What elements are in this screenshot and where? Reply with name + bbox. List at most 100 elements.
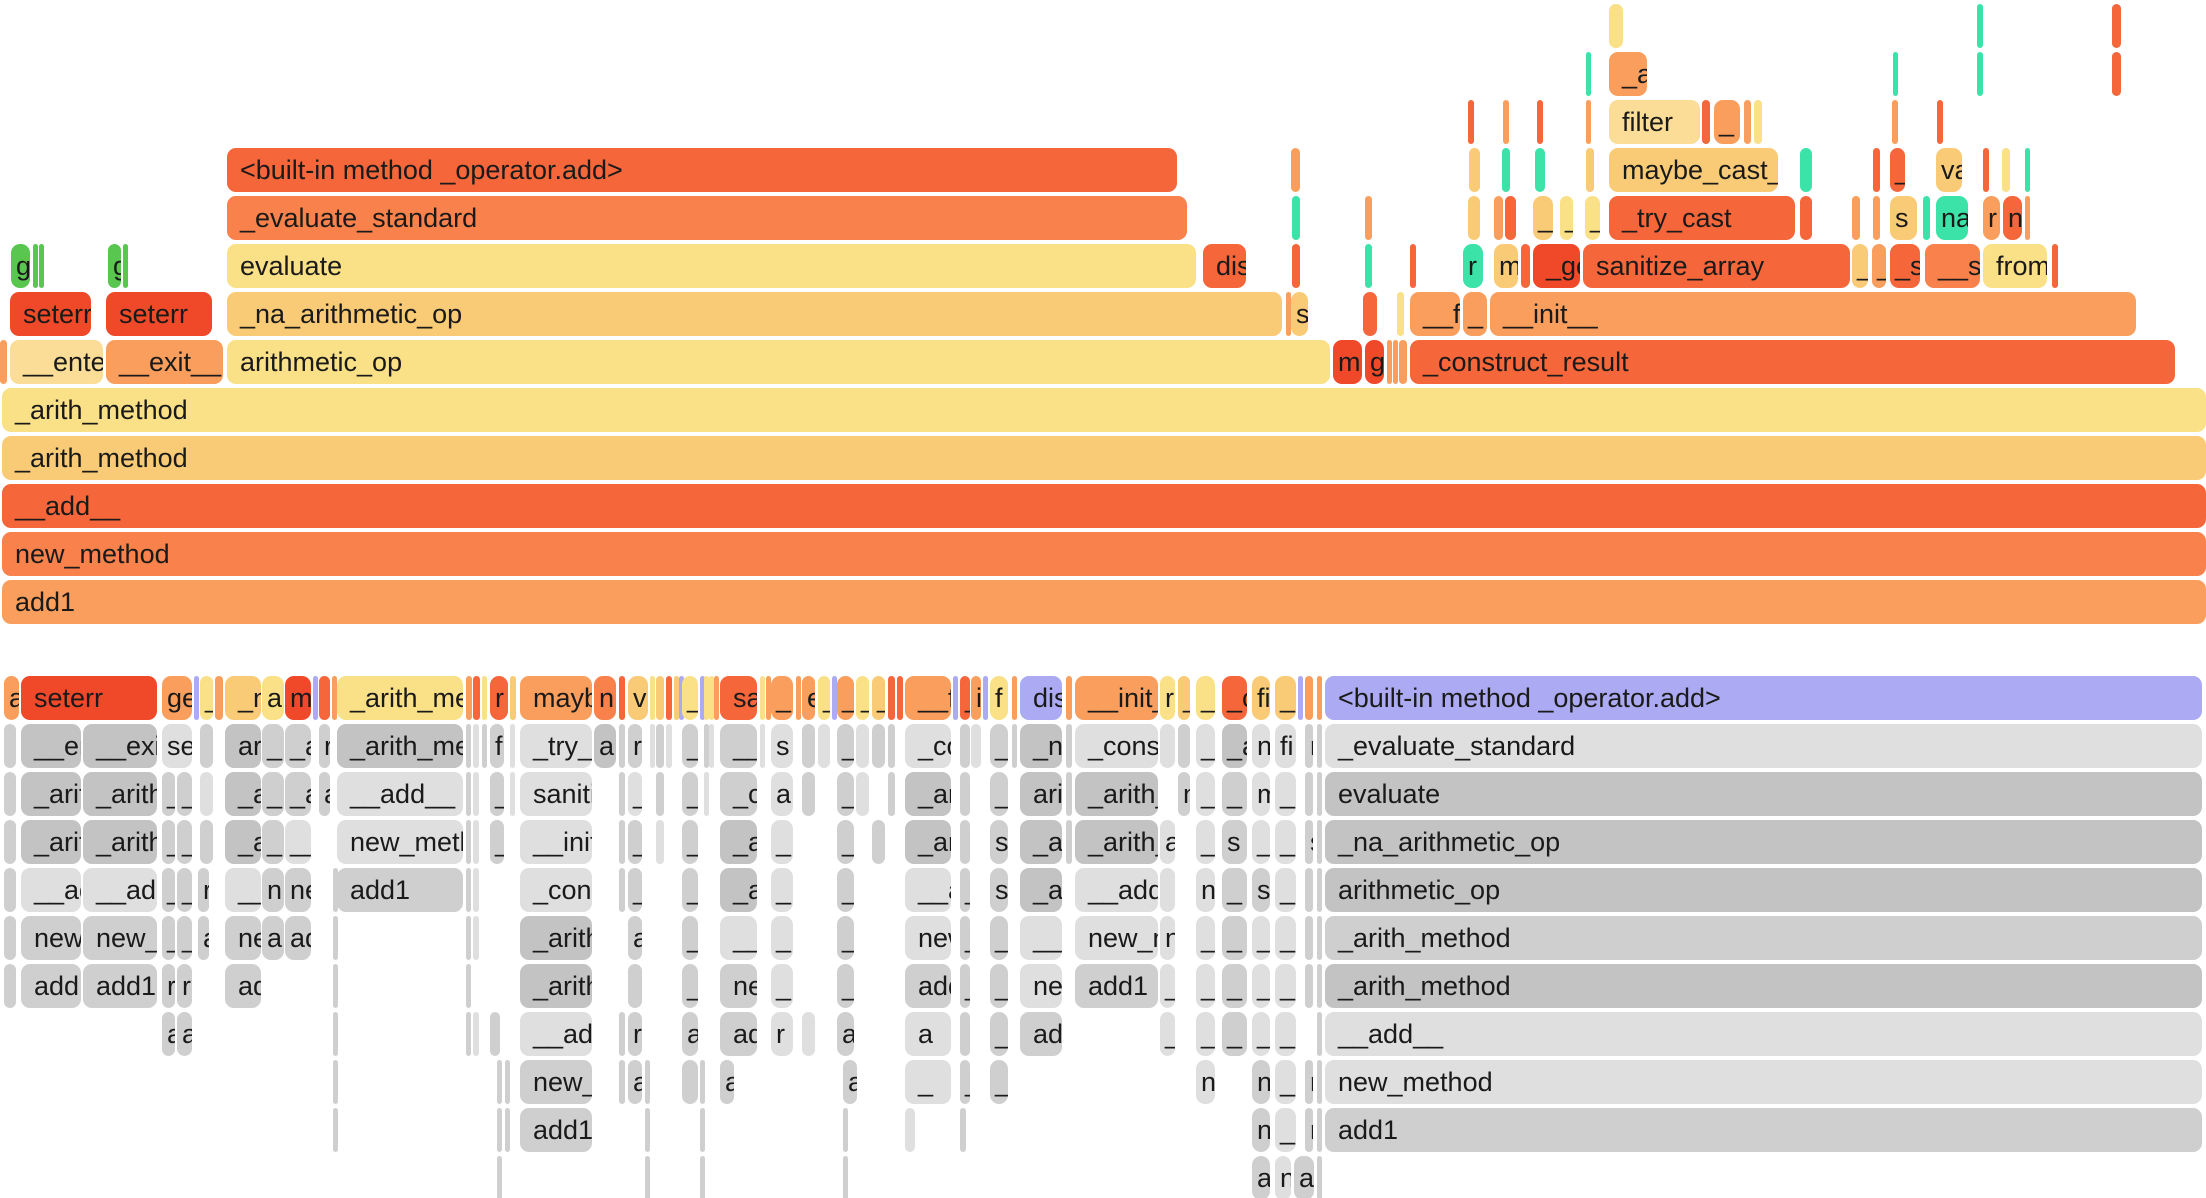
frame-_arith_method[interactable]: _arith_method xyxy=(337,724,463,768)
frame-_[interactable]: _ xyxy=(960,676,970,720)
frame-__add__[interactable]: __add__ xyxy=(720,916,757,960)
frame-_[interactable]: _ xyxy=(771,964,793,1008)
frame-sliver[interactable] xyxy=(505,1108,510,1152)
frame-sliver[interactable] xyxy=(33,244,38,288)
frame-sliver[interactable] xyxy=(872,820,885,864)
frame-sliver[interactable] xyxy=(1305,964,1313,1008)
frame-_try_cast[interactable]: _try_cast xyxy=(520,724,592,768)
frame-sliver[interactable] xyxy=(333,964,338,1008)
frame-_[interactable]: _ xyxy=(872,676,885,720)
frame-sliver[interactable] xyxy=(650,724,655,768)
frame-sliver[interactable] xyxy=(1305,676,1313,720)
frame-_[interactable]: _ xyxy=(1222,916,1247,960)
frame-_[interactable]: _ xyxy=(1160,1012,1175,1056)
frame-_[interactable]: _ xyxy=(1872,244,1886,288)
frame-r[interactable]: r xyxy=(628,1012,642,1056)
frame-sliver[interactable] xyxy=(333,1060,338,1104)
frame-sliver[interactable] xyxy=(319,676,330,720)
frame-__finalize__[interactable]: __finalize__ xyxy=(905,676,951,720)
frame-n[interactable]: n xyxy=(2003,196,2022,240)
frame-sliver[interactable] xyxy=(200,724,213,768)
frame-maybe_cast_to[interactable]: maybe_cast_to xyxy=(1609,148,1778,192)
frame-_[interactable]: _ xyxy=(490,820,504,864)
frame-sliver[interactable] xyxy=(619,1060,625,1104)
frame-sliver[interactable] xyxy=(1503,100,1509,144)
frame-_construct_result[interactable]: _construct_result xyxy=(720,772,757,816)
frame-sliver[interactable] xyxy=(796,676,801,720)
frame-sliver[interactable] xyxy=(497,1060,502,1104)
frame-sliver[interactable] xyxy=(1012,676,1017,720)
frame-_[interactable]: _ xyxy=(162,916,175,960)
frame-sliver[interactable] xyxy=(650,676,655,720)
frame-sliver[interactable] xyxy=(4,964,16,1008)
frame-__add__[interactable]: __add__ xyxy=(1020,916,1062,960)
frame-sliver[interactable] xyxy=(1873,148,1880,192)
frame-sliver[interactable] xyxy=(1317,1108,1322,1152)
frame-seterr[interactable]: seterr xyxy=(162,724,192,768)
frame-sliver[interactable] xyxy=(473,916,479,960)
frame-sliver[interactable] xyxy=(1754,100,1762,144)
frame-new_method[interactable]: new_method xyxy=(21,916,81,960)
frame-_[interactable]: _ xyxy=(960,1060,970,1104)
frame-sliver[interactable] xyxy=(1363,292,1377,336)
frame-n[interactable]: n xyxy=(262,868,284,912)
frame-_arith_method[interactable]: _arith_method xyxy=(1020,820,1062,864)
frame-disp[interactable]: disp xyxy=(1203,244,1246,288)
frame-sliver[interactable] xyxy=(1317,1060,1322,1104)
frame-_[interactable]: _ xyxy=(990,772,1008,816)
frame-_arith_method[interactable]: _arith_method xyxy=(905,820,951,864)
frame-_[interactable]: _ xyxy=(1585,196,1600,240)
frame-r[interactable]: r xyxy=(490,676,508,720)
frame-sliver[interactable] xyxy=(679,676,684,720)
frame-_[interactable]: _ xyxy=(682,772,698,816)
frame-sliver[interactable] xyxy=(473,724,479,768)
frame-a[interactable]: a xyxy=(682,1012,698,1056)
frame-_[interactable]: _ xyxy=(837,724,854,768)
frame-arithmetic_op[interactable]: arithmetic_op xyxy=(1020,772,1062,816)
frame-__enter__[interactable]: __enter__ xyxy=(10,340,103,384)
frame-maybe_cast_to[interactable]: maybe_cast_to xyxy=(520,676,592,720)
frame-sliver[interactable] xyxy=(1535,148,1545,192)
frame-sliver[interactable] xyxy=(4,724,16,768)
frame-sliver[interactable] xyxy=(645,1060,650,1104)
frame-sliver[interactable] xyxy=(4,916,16,960)
frame-sliver[interactable] xyxy=(1012,724,1017,768)
frame-sliver[interactable] xyxy=(332,676,337,720)
frame-_[interactable]: _ xyxy=(1852,244,1868,288)
frame-_[interactable]: _ xyxy=(1196,820,1215,864)
frame-sliver[interactable] xyxy=(466,868,471,912)
frame-_[interactable]: _ xyxy=(856,676,869,720)
frame-add1[interactable]: add1 xyxy=(720,1012,757,1056)
frame-sliver[interactable] xyxy=(1469,148,1480,192)
frame-a[interactable]: a xyxy=(1294,1156,1314,1198)
frame-_[interactable]: _ xyxy=(1222,868,1247,912)
frame-_[interactable]: _ xyxy=(818,676,830,720)
frame-_arith_method[interactable]: _arith_method xyxy=(520,964,592,1008)
frame-_[interactable]: _ xyxy=(1222,772,1247,816)
frame-ne[interactable]: ne xyxy=(1196,868,1215,912)
frame-_na_arithmetic_op[interactable]: _na_arithmetic_op xyxy=(227,292,1282,336)
frame-sliver[interactable] xyxy=(497,1108,502,1152)
frame-sliver[interactable] xyxy=(619,724,625,768)
frame-sliver[interactable] xyxy=(473,868,479,912)
frame-sliver[interactable] xyxy=(2052,244,2058,288)
frame-sliver[interactable] xyxy=(2112,4,2121,48)
frame-seterr[interactable]: seterr xyxy=(10,292,91,336)
frame-__init__[interactable]: __init__ xyxy=(1490,292,2136,336)
frame-sliver[interactable] xyxy=(2025,148,2030,192)
frame-e[interactable]: e xyxy=(802,676,815,720)
frame-new_method[interactable]: new_method xyxy=(337,820,463,864)
frame-sliver[interactable] xyxy=(818,724,830,768)
frame-_[interactable]: _ xyxy=(960,916,970,960)
frame-_[interactable]: _ xyxy=(628,820,642,864)
frame-sliver[interactable] xyxy=(39,244,44,288)
frame-s[interactable]: s xyxy=(990,820,1008,864)
frame-sliver[interactable] xyxy=(1317,820,1322,864)
frame-sliver[interactable] xyxy=(1292,196,1300,240)
frame-_[interactable]: _ xyxy=(1275,1108,1296,1152)
frame-_arith_method[interactable]: _arith_method xyxy=(2,436,2206,480)
frame-n[interactable]: n xyxy=(1275,1156,1291,1198)
frame-_[interactable]: _ xyxy=(1196,964,1215,1008)
frame-n[interactable]: n xyxy=(1252,1108,1270,1152)
frame-sliver[interactable] xyxy=(482,724,487,768)
